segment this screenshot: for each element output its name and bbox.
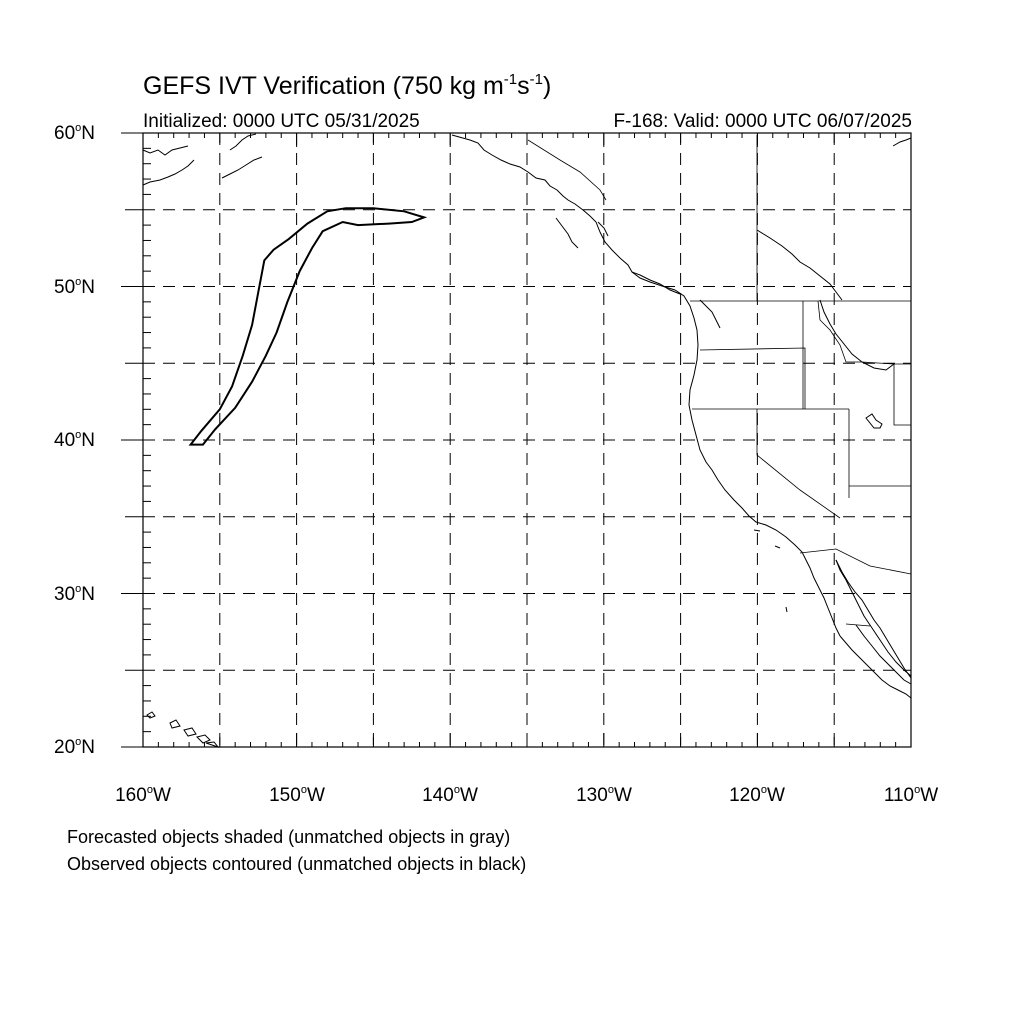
political-borders: [527, 135, 912, 627]
lon-label: 110oW: [883, 784, 939, 806]
graticule: [143, 133, 911, 747]
lon-label: 150oW: [269, 784, 325, 806]
initialized-time: Initialized: 0000 UTC 05/31/2025: [143, 111, 420, 132]
axis-ticks: [121, 132, 912, 748]
lat-label: 20oN: [54, 736, 95, 758]
valid-time: F-168: Valid: 0000 UTC 06/07/2025: [613, 111, 912, 132]
lon-label: 140oW: [422, 784, 478, 806]
legend-note-observed: Observed objects contoured (unmatched ob…: [67, 854, 527, 874]
coastlines: [142, 133, 912, 749]
lon-label: 130oW: [576, 784, 632, 806]
lat-label: 50oN: [54, 276, 95, 298]
lat-label: 40oN: [54, 429, 95, 451]
chart-title: GEFS IVT Verification (750 kg m-1s-1): [143, 71, 552, 100]
lat-label: 30oN: [54, 583, 95, 605]
lon-label: 120oW: [729, 784, 785, 806]
lat-label: 60oN: [54, 122, 95, 144]
observed-object-contour: [188, 207, 428, 446]
lon-label: 160oW: [115, 784, 171, 806]
legend-note-forecast: Forecasted objects shaded (unmatched obj…: [67, 827, 511, 847]
